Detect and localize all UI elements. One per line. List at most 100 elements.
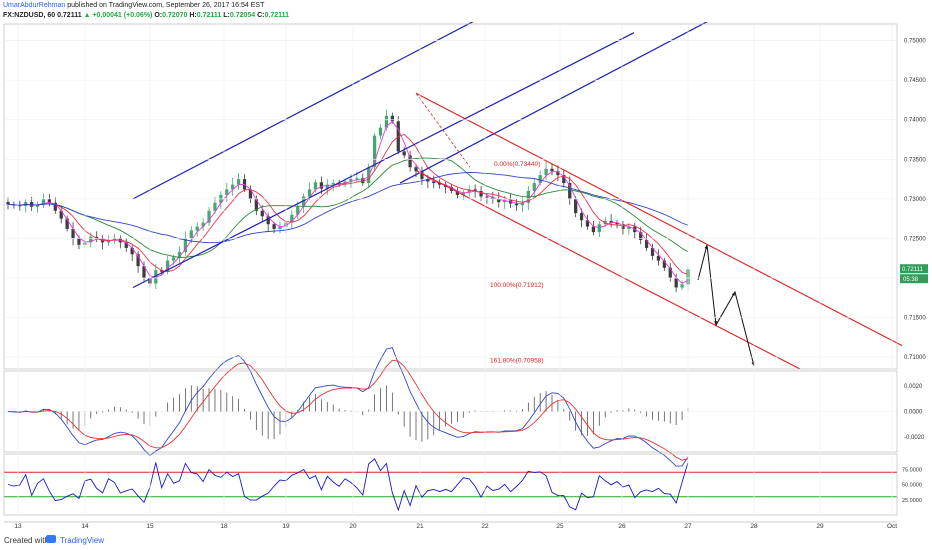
axes: 13 14 15 18 19 20 21 22 25 26 27 28 29 Oct 0.75000 0.74… (3, 23, 928, 530)
price-tick-label: 0.74500 (904, 78, 926, 84)
macd-tick-label: 0.0000 (904, 410, 923, 416)
x-tick-label: Oct (887, 523, 897, 530)
macd-pane-frame (3, 370, 898, 453)
candle-body (47, 198, 52, 203)
candle-body (538, 175, 542, 184)
rsi-tick-label: 25.0000 (902, 498, 922, 504)
arrow-head-icon (704, 245, 708, 249)
price-tick-label: 0.71500 (904, 316, 926, 322)
candle-body (195, 226, 199, 231)
candle-body (591, 226, 596, 233)
footer: Created with TradingView (0, 530, 932, 550)
candle-body (550, 168, 554, 172)
candle-body (355, 178, 359, 180)
rsi-pane[interactable] (4, 458, 897, 512)
candle-body (65, 218, 69, 229)
candle-body (562, 175, 566, 184)
macd-line (7, 347, 689, 467)
price-pane[interactable]: 0.00%(0.73440) 100.00%(0.71912) 161.80%(0.… (6, 22, 903, 370)
symbol-label[interactable]: FX:NZDUSD, 60 (3, 12, 56, 19)
x-tick-label: 18 (220, 523, 228, 530)
candle-body (35, 205, 40, 207)
candle-body (597, 224, 601, 233)
tradingview-logo-icon (46, 535, 56, 543)
candle-body (30, 202, 34, 207)
candle-body (621, 224, 625, 229)
candle-body (266, 216, 270, 225)
rsi-pane-frame (3, 453, 898, 516)
candle-body (313, 182, 318, 190)
candle-body (579, 213, 584, 221)
candle-body (331, 183, 335, 185)
candle-body (6, 202, 10, 205)
candle-body (248, 189, 253, 199)
candle-body (53, 202, 57, 211)
tradingview-brand[interactable]: TradingView (60, 536, 105, 545)
candle-body (650, 247, 655, 256)
x-tick-label: 27 (684, 523, 692, 530)
candle-body (556, 171, 560, 176)
candle-body (461, 192, 465, 195)
candle-body (662, 260, 666, 268)
ma-blue-line (7, 172, 689, 244)
candle-body (59, 210, 63, 219)
candle-body (142, 266, 146, 279)
candle-body (390, 115, 394, 122)
last-price-label: 0.72111 (902, 267, 923, 273)
low-label: L: (223, 12, 230, 19)
price-tick-label: 0.73000 (904, 197, 926, 203)
candle-body (231, 184, 235, 190)
candle-body (124, 242, 128, 248)
open-value: 0.72070 (162, 12, 188, 19)
channel-lower-line (132, 32, 635, 289)
ma-green-line (7, 157, 689, 258)
candle-body (384, 115, 389, 128)
macd-tick-label: 0.0020 (904, 384, 923, 390)
candle-body (18, 205, 22, 207)
candle-body (189, 230, 193, 239)
candle-body (71, 228, 75, 239)
candle-body (402, 151, 406, 156)
price-pane-frame (3, 23, 898, 370)
last-price: 0.72111 (57, 12, 82, 19)
macd-pane[interactable] (4, 347, 897, 467)
candle-body (290, 214, 294, 223)
countdown-label: 05:38 (903, 277, 919, 283)
price-tick-label: 0.73500 (904, 157, 926, 163)
candle-body (95, 236, 99, 239)
fib-label: 161.80%(0.70958) (490, 357, 544, 364)
candle-body (544, 168, 548, 176)
author-link[interactable]: UmarAbdurRehman (3, 2, 66, 9)
macd-tick-label: -0.0020 (904, 435, 925, 441)
arrow-head-icon (731, 292, 735, 296)
candle-body (674, 278, 678, 288)
x-tick-label: 19 (282, 523, 290, 530)
candle-body (171, 257, 176, 261)
x-tick-label: 20 (349, 523, 357, 530)
x-tick-label: 14 (81, 523, 89, 530)
chart-area[interactable]: 0.00%(0.73440) 100.00%(0.71912) 161.80%(0.… (0, 22, 932, 530)
candle-body (609, 221, 613, 223)
close-value: 0.72111 (264, 12, 290, 19)
x-tick-label: 29 (816, 523, 824, 530)
candle-body (426, 179, 430, 182)
x-tick-label: 26 (618, 523, 626, 530)
candle-body (574, 198, 578, 214)
candle-body (627, 226, 631, 229)
candle-body (296, 206, 300, 215)
low-value: 0.72054 (229, 12, 256, 19)
fib-dashed-line (415, 93, 471, 168)
down-channel-upper (415, 92, 903, 347)
x-tick-label: 22 (481, 523, 489, 530)
candle-body (183, 238, 188, 252)
candle-body (644, 240, 649, 248)
candle-body (213, 202, 217, 211)
candle-body (497, 198, 501, 203)
candle-body (41, 198, 46, 206)
countdown-badge (900, 274, 928, 284)
chart-header: UmarAbdurRehman published on TradingView… (0, 0, 930, 36)
candle-body (615, 222, 619, 225)
rsi-line (7, 458, 689, 512)
candle-body (307, 189, 312, 197)
price-tick-label: 0.72500 (904, 236, 926, 242)
